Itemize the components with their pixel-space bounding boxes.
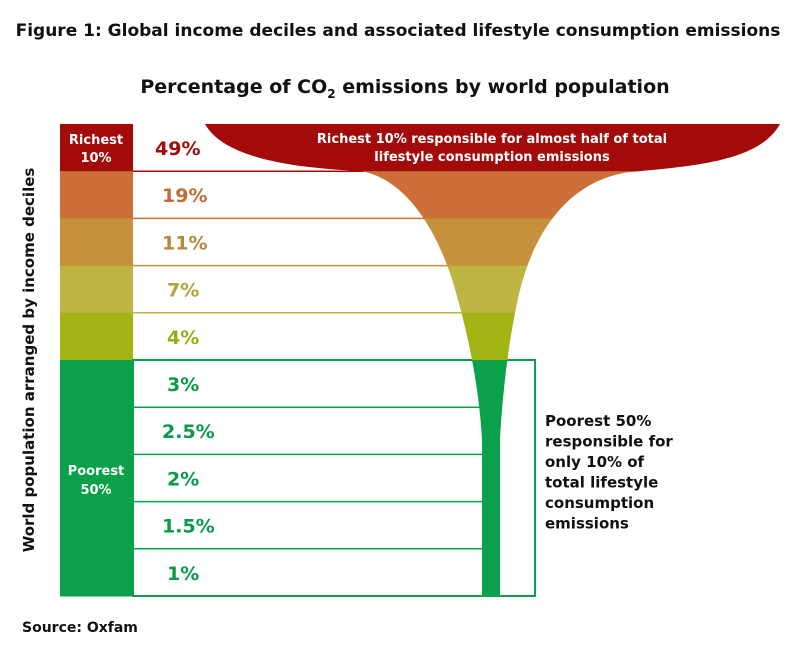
funnel-segment [205,501,780,550]
value-label: 19% [162,185,207,207]
decile-color-bar [60,407,133,455]
decile-color-bar [60,218,133,267]
poorest-outline [132,359,536,597]
poorest-label-word: 50% [80,483,111,498]
funnel-segment [205,124,780,125]
value-label: 11% [162,232,207,254]
value-label: 4% [167,327,199,349]
decile-color-bar [60,171,133,219]
value-label: 7% [167,280,199,302]
decile-color-bar [60,454,133,503]
poorest-annotation: Poorest 50% responsible for only 10% of tot… [545,412,673,533]
decile-color-bar [60,501,133,550]
decile-color-bar [60,548,133,597]
funnel-segment [205,454,780,503]
poorest-annotation-line: only 10% of [545,453,645,471]
source-label: Source: Oxfam [22,620,138,636]
chart-title-part1: Percentage of CO [140,76,327,98]
chart-title-part2: emissions by world population [336,76,670,98]
value-label: 3% [167,374,199,396]
richest-label-word: Richest [69,133,123,148]
funnel-segment [205,171,780,219]
poorest-annotation-line: responsible for [545,433,673,451]
value-label: 49% [155,138,200,160]
poorest-label-word: Poorest [68,464,125,479]
richest-annotation-line2: lifestyle consumption emissions [374,150,610,165]
emissions-funnel [205,124,780,596]
funnel-segment [205,124,780,172]
funnel-segment [205,360,780,408]
value-label: 1.5% [162,516,215,538]
funnel-segment [205,312,780,361]
value-label: 2.5% [162,421,215,443]
funnel-segment [205,218,780,267]
poorest-annotation-line: consumption [545,494,654,512]
poorest-annotation-line: total lifestyle [545,474,658,492]
poorest-annotation-line: emissions [545,515,629,533]
decile-color-bar [60,312,133,361]
richest-label-word: 10% [80,151,111,166]
chart-title-subscript: 2 [327,87,335,101]
funnel-segment [205,548,780,596]
decile-color-bar [60,360,133,408]
richest-annotation-line1: Richest 10% responsible for almost half … [317,132,667,147]
figure-title: Figure 1: Global income deciles and asso… [16,21,781,41]
decile-color-bar [60,124,133,172]
value-label: 2% [167,468,199,490]
funnel-segment [205,265,780,314]
y-axis-label: World population arranged by income deci… [20,168,38,553]
poorest-annotation-line: Poorest 50% [545,412,651,430]
value-label: 1% [167,563,199,585]
decile-color-bar [60,265,133,314]
chart-title: Percentage of CO2 emissions by world pop… [140,76,669,101]
funnel-segment [205,407,780,455]
